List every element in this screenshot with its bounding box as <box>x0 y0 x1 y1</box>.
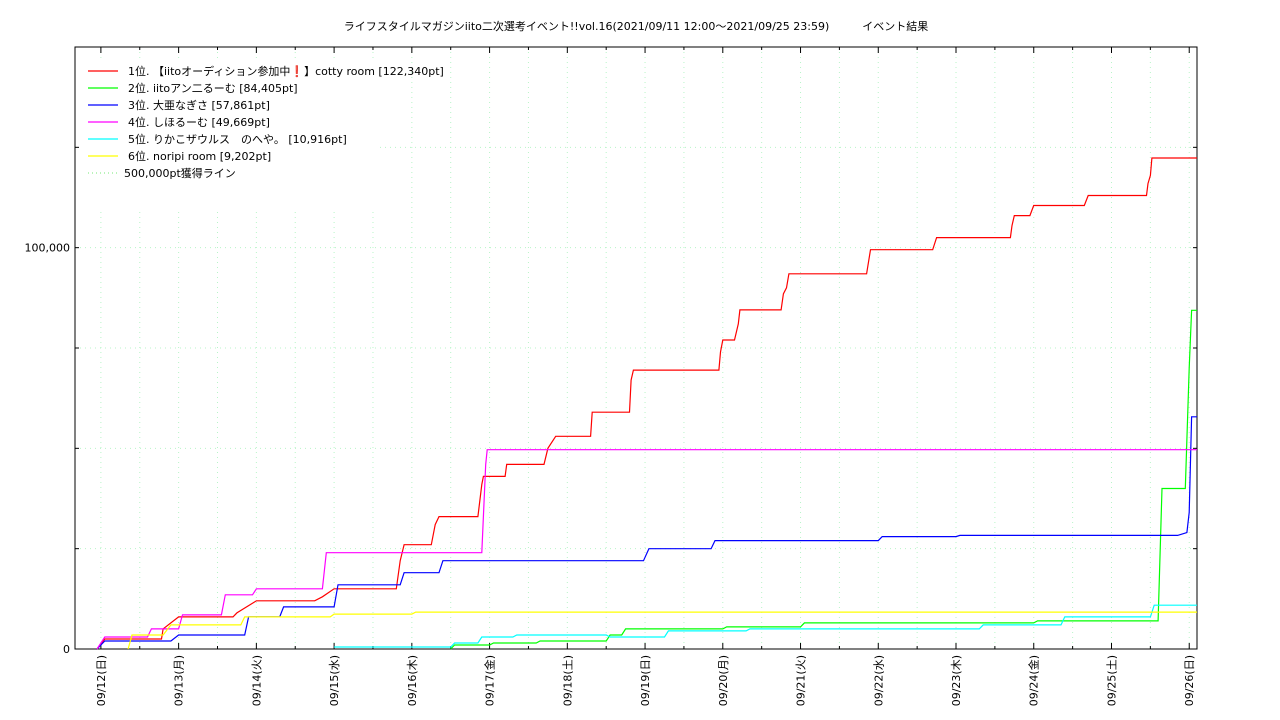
chart-title: ライフスタイルマガジンiito二次選考イベント!!vol.16(2021/09/… <box>344 19 929 33</box>
legend-label: 500,000pt獲得ライン <box>124 167 236 180</box>
x-tick-label: 09/23(木) <box>950 655 963 706</box>
legend-label: 6位. noripi room [9,202pt] <box>128 149 271 163</box>
series-layer <box>96 157 1197 650</box>
series-line-4 <box>96 449 1197 650</box>
legend: 1位. 【iitoオーディション参加中❗】cotty room [122,340… <box>88 64 444 180</box>
x-tick-label: 09/19(日) <box>639 655 652 706</box>
x-tick-label: 09/17(金) <box>483 655 497 706</box>
x-tick-label: 09/21(火) <box>795 655 808 706</box>
y-tick-label: 0 <box>63 643 70 656</box>
legend-label: 3位. 大亜なぎさ [57,861pt] <box>128 98 270 112</box>
series-line-1 <box>96 157 1197 650</box>
x-tick-label: 09/26(日) <box>1183 655 1196 706</box>
x-tick-label: 09/16(木) <box>406 655 419 706</box>
x-tick-label: 09/14(火) <box>250 655 263 706</box>
axes: 0 100,000 09/12(日) 09/13(月) 09/14(火) 09/15(水)… <box>25 46 1198 706</box>
legend-label: 4位. しほるーむ [49,669pt] <box>128 115 270 129</box>
x-tick-label: 09/15(水) <box>328 655 341 706</box>
y-tick-label: 100,000 <box>25 242 71 255</box>
series-line-3 <box>96 416 1197 650</box>
x-tick-label: 09/12(日) <box>95 655 108 706</box>
legend-box <box>80 60 380 208</box>
series-line-5 <box>334 604 1197 648</box>
x-tick-label: 09/13(月) <box>173 655 186 706</box>
series-line-6 <box>127 611 1197 650</box>
series-line-2 <box>450 309 1197 650</box>
x-tick-label: 09/18(土) <box>561 655 574 706</box>
legend-label: 1位. 【iitoオーディション参加中❗】cotty room [122,340… <box>128 64 444 78</box>
x-tick-label: 09/24(金) <box>1027 655 1041 706</box>
x-tick-label: 09/25(土) <box>1105 655 1118 706</box>
legend-label: 2位. iitoアン二るーむ [84,405pt] <box>128 81 298 95</box>
legend-label: 5位. りかこザウルス のへや。 [10,916pt] <box>128 132 347 146</box>
x-tick-label: 09/22(水) <box>872 655 885 706</box>
x-tick-label: 09/20(月) <box>717 655 730 706</box>
